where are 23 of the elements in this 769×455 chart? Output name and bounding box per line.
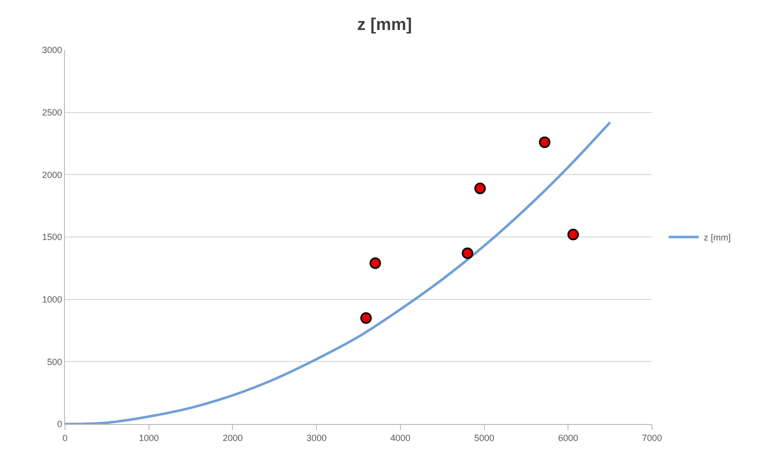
y-tick-label: 1500: [42, 232, 62, 242]
point: [370, 257, 382, 269]
x-tick-label: 3000: [306, 432, 327, 443]
y-tick-label: 0: [57, 419, 62, 430]
y-tick-label: 500: [47, 356, 62, 367]
x-tick-label: 6000: [558, 432, 578, 443]
x-tick-label: 4000: [390, 432, 410, 443]
legend-label: z [mm]: [704, 232, 731, 243]
point: [567, 228, 579, 240]
point: [360, 312, 372, 324]
y-tick-label: 1000: [42, 294, 62, 304]
x-tick-label: 5000: [474, 432, 494, 443]
chart-title: z [mm]: [357, 15, 412, 34]
x-tick-label: 2000: [222, 432, 243, 443]
x-tick-label: 1000: [138, 432, 159, 443]
y-tick-label: 2500: [42, 107, 62, 118]
y-tick-label: 3000: [42, 45, 62, 56]
point: [538, 136, 550, 148]
point: [462, 247, 474, 259]
x-tick-label: 7000: [642, 432, 662, 443]
y-tick-label: 2000: [42, 170, 62, 180]
point: [474, 182, 486, 194]
line-series: [65, 121, 612, 424]
